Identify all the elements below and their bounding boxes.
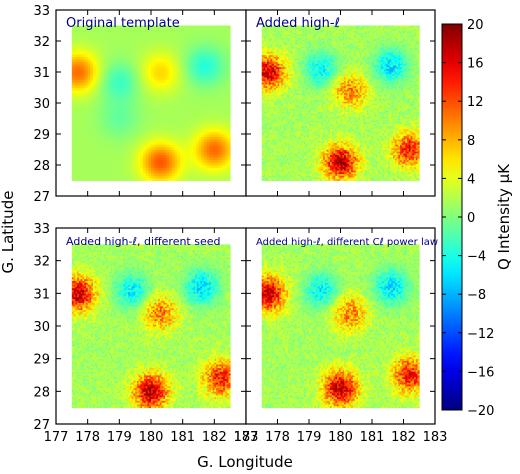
y-tick-label: 27	[33, 190, 50, 205]
y-tick-label: 27	[33, 418, 50, 433]
y-tick-label: 33	[33, 222, 50, 237]
y-tick-label: 29	[33, 128, 50, 143]
colorbar-tick-label: −16	[467, 365, 494, 380]
colorbar-tick-label: 16	[467, 57, 484, 72]
x-tick-label: 183	[423, 430, 448, 445]
x-tick-label: 180	[328, 430, 353, 445]
x-tick-label: 179	[297, 430, 322, 445]
colorbar-tick-label: 12	[467, 95, 484, 110]
heatmap-cells	[261, 25, 420, 181]
x-tick-label: 178	[265, 430, 290, 445]
panel-ticks	[245, 227, 436, 425]
y-tick-label: 28	[33, 385, 50, 400]
colorbar-tick-label: −8	[467, 288, 486, 303]
y-tick-label: 32	[33, 35, 50, 50]
colorbar-label: Q Intensity μK	[495, 163, 513, 270]
x-tick-label: 179	[107, 430, 132, 445]
y-tick-label: 29	[33, 353, 50, 368]
colorbar-tick-label: −20	[467, 404, 494, 419]
x-tick-label: 181	[170, 430, 195, 445]
heatmap-cells	[261, 244, 420, 409]
y-tick-label: 31	[33, 287, 50, 302]
heatmap-panel-1: 27 28 29 30 31 32 33 Original template	[33, 4, 247, 205]
heatmap-panel-4: 177 178 179 180 181 182 183 Added high-ℓ, diffe…	[234, 227, 448, 445]
panel-title: Added high-ℓ, different Cℓ power law	[256, 237, 438, 248]
colorbar-tick-label: −4	[467, 250, 486, 265]
y-tick-label: 32	[33, 255, 50, 270]
panel-title: Added high-ℓ, different seed	[66, 235, 221, 248]
x-tick-label: 180	[139, 430, 164, 445]
x-tick-label: 182	[391, 430, 416, 445]
y-axis-label: G. Latitude	[0, 191, 17, 274]
panel-ticks	[245, 9, 436, 197]
y-tick-label: 30	[33, 320, 50, 335]
colorbar-tick-label: 8	[467, 134, 475, 149]
colorbar-ticks: 20 16 12 8 4 0 −4 −8 −12 −16 −20	[442, 18, 494, 419]
colorbar: 20 16 12 8 4 0 −4 −8 −12 −16 −20	[441, 18, 494, 419]
y-tick-label: 31	[33, 66, 50, 81]
x-tick-label: 177	[234, 430, 259, 445]
panel-title: Added high-ℓ	[256, 16, 340, 31]
panel-ticks	[55, 227, 247, 425]
heatmap-panels: 27 28 29 30 31 32 33 Original template Added hig…	[33, 4, 447, 445]
heatmap-cells	[71, 25, 231, 181]
colorbar-tick-label: 4	[467, 172, 475, 187]
colorbar-tick-label: 0	[467, 211, 475, 226]
y-tick-label: 28	[33, 159, 50, 174]
y-tick-label: 30	[33, 97, 50, 112]
y-tick-label: 33	[33, 4, 50, 19]
x-tick-label: 178	[75, 430, 100, 445]
colorbar-tick-label: −12	[467, 327, 494, 342]
panel-title: Original template	[66, 16, 180, 31]
heatmap-panel-2: Added high-ℓ	[245, 9, 436, 197]
x-tick-label: 183	[234, 430, 259, 445]
x-tick-label: 182	[202, 430, 227, 445]
colorbar-tick-label: 20	[467, 18, 484, 33]
x-tick-label: 181	[360, 430, 385, 445]
heatmap-panel-3: 177 178 179 180 181 182 183 27 28 29 30 31 32 33 Added…	[33, 222, 258, 445]
x-tick-label: 177	[44, 430, 69, 445]
x-axis-label: G. Longitude	[197, 453, 293, 471]
heatmap-cells	[71, 244, 231, 409]
